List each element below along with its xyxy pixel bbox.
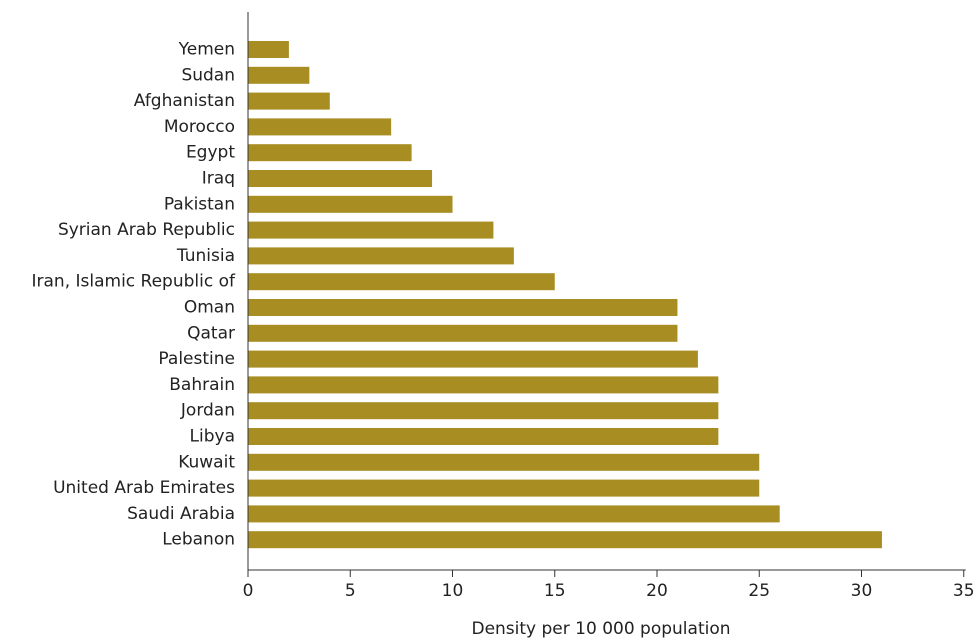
x-tick-label: 35 [953, 581, 975, 601]
category-label: Bahrain [169, 375, 235, 395]
category-label: Morocco [164, 117, 235, 137]
x-axis-title: Density per 10 000 population [471, 619, 730, 639]
category-label: Afghanistan [134, 91, 235, 111]
bar-qatar [248, 324, 678, 342]
x-ticks-group: 0 5 10 15 20 25 30 35 [243, 570, 975, 601]
category-label: Saudi Arabia [127, 504, 235, 524]
x-tick-label: 15 [544, 581, 566, 601]
bar-afghanistan [248, 92, 330, 110]
bar-syrian-arab-republic [248, 221, 494, 239]
bar-morocco [248, 118, 392, 136]
category-label: Qatar [187, 323, 235, 343]
category-label: Yemen [178, 40, 235, 60]
bar-yemen [248, 41, 289, 58]
x-tick-label: 0 [243, 581, 254, 601]
category-label: Jordan [180, 401, 235, 421]
x-tick-label: 20 [646, 581, 668, 601]
bar-iran-islamic-republic-of [248, 273, 555, 291]
category-label: Palestine [158, 349, 235, 369]
x-tick-label: 5 [345, 581, 356, 601]
category-label: Iraq [202, 169, 235, 189]
category-label: Pakistan [164, 194, 235, 214]
bar-egypt [248, 144, 412, 162]
x-tick-label: 10 [442, 581, 464, 601]
category-label: Sudan [181, 65, 235, 85]
category-label: Egypt [186, 143, 235, 163]
bar-jordan [248, 402, 719, 420]
category-label: United Arab Emirates [53, 478, 235, 498]
bar-united-arab-emirates [248, 479, 760, 497]
category-label: Oman [184, 298, 235, 318]
bar-sudan [248, 66, 310, 84]
x-tick-label: 30 [851, 581, 873, 601]
category-label: Syrian Arab Republic [58, 220, 235, 240]
bar-bahrain [248, 376, 719, 394]
bar-oman [248, 299, 678, 316]
bar-tunisia [248, 247, 514, 265]
bars-group [248, 41, 882, 549]
category-labels: Yemen Sudan Afghanistan Morocco Egypt Iraq Pak… [32, 40, 237, 550]
bar-saudi-arabia [248, 505, 780, 523]
bar-palestine [248, 350, 698, 368]
category-label: Tunisia [176, 246, 235, 266]
category-label: Kuwait [178, 452, 235, 472]
bar-kuwait [248, 453, 760, 471]
x-tick-label: 25 [748, 581, 770, 601]
category-label: Lebanon [162, 530, 235, 550]
bar-iraq [248, 170, 433, 187]
bar-pakistan [248, 195, 453, 213]
bar-lebanon [248, 531, 882, 549]
bar-libya [248, 428, 719, 445]
category-label: Iran, Islamic Republic of [32, 272, 237, 292]
category-label: Libya [190, 427, 235, 447]
